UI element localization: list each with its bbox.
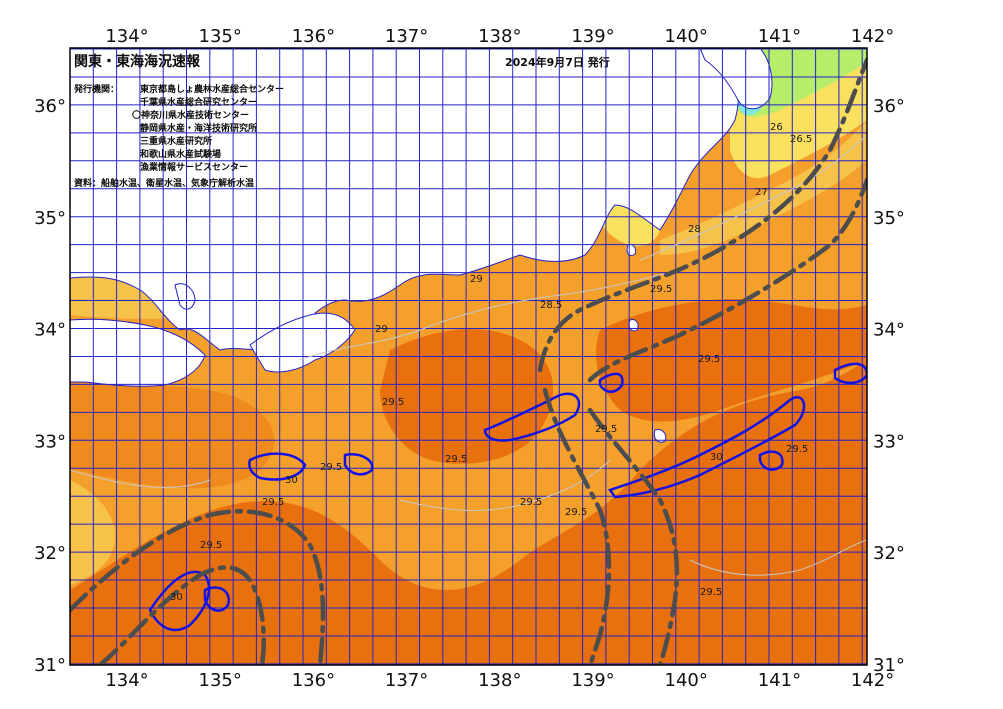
latitude-label: 31° [34, 655, 66, 676]
longitude-label: 140° [665, 670, 708, 691]
latitude-labels-left: 36° 35° 34° 33° 32° 31° [34, 96, 66, 676]
longitude-labels-bottom: 134° 135° 136° 137° 138° 139° 140° 141° 142° [105, 670, 894, 691]
warm-water-band-south [70, 360, 867, 665]
longitude-label: 137° [385, 670, 428, 691]
longitude-label: 134° [105, 670, 148, 691]
isotherm-label: 29.5 [382, 397, 404, 408]
latitude-label: 34° [34, 320, 66, 341]
isotherm-label: 29 [470, 274, 483, 285]
isotherm-label: 29.5 [262, 497, 284, 508]
longitude-label: 135° [199, 670, 242, 691]
isotherm-label: 29 [375, 324, 388, 335]
lat-lon-grid [70, 48, 867, 665]
cool-water-northeast [730, 55, 867, 179]
isotherm-label: 29.5 [445, 454, 467, 465]
isotherm-label: 29.5 [698, 354, 720, 365]
latitude-label: 32° [873, 543, 905, 564]
isotherm-label: 28.5 [540, 300, 562, 311]
isotherm-label: 30 [285, 475, 298, 486]
issuer-item: 静岡県水産・海洋技術研究所 [140, 122, 257, 134]
isotherm-label: 29.5 [200, 540, 222, 551]
longitude-label: 138° [478, 26, 521, 47]
latitude-label: 31° [873, 655, 905, 676]
isotherms-minor [70, 134, 867, 576]
latitude-label: 36° [34, 96, 66, 117]
map-area: 29.5 29.5 29.5 29.5 29.5 29.5 29.5 29.5 … [70, 48, 867, 665]
latitude-label: 36° [873, 96, 905, 117]
issuers-label: 発行機関： [73, 83, 119, 95]
isotherm-label: 29.5 [786, 444, 808, 455]
latitude-label: 34° [873, 320, 905, 341]
longitude-label: 138° [478, 670, 521, 691]
data-sources: 資料：船舶水温、衛星水温、気象庁解析水温 [74, 177, 254, 189]
longitude-label: 136° [292, 670, 335, 691]
longitude-label: 139° [571, 670, 614, 691]
issuer-item: 三重県水産研究所 [140, 135, 212, 147]
land-izu-oshima [626, 244, 636, 257]
latitude-labels-right: 36° 35° 34° 33° 32° 31° [873, 96, 905, 676]
isotherm-30 [148, 362, 867, 632]
isotherm-label: 29.5 [700, 587, 722, 598]
longitude-label: 142° [851, 670, 894, 691]
map-title: 関東・東海海況速報 [74, 53, 201, 70]
warm-water-patch-east [596, 299, 867, 422]
isotherm-label: 29.5 [595, 424, 617, 435]
longitude-labels-top: 134° 135° 136° 137° 138° 139° 140° 141° 142° [105, 26, 894, 47]
longitude-label: 137° [385, 26, 428, 47]
issuer-item: 〇神奈川県水産技術センター [132, 109, 249, 121]
longitude-label: 134° [105, 26, 148, 47]
cool-water-coastal [660, 120, 867, 255]
isotherm-labels: 29.5 29.5 29.5 29.5 29.5 29.5 29.5 29.5 … [170, 122, 812, 603]
issue-date: 2024年9月7日 発行 [505, 55, 610, 69]
isotherm-label: 26 [770, 122, 783, 133]
isotherm-label: 29.5 [650, 284, 672, 295]
land-miyake [628, 319, 639, 332]
isotherm-label: 28 [688, 224, 701, 235]
cool-water-west-coast [70, 480, 116, 585]
longitude-label: 141° [758, 670, 801, 691]
kuroshio-axis [70, 57, 867, 665]
land-awaji [174, 283, 196, 310]
isotherm-label: 27 [755, 187, 768, 198]
longitude-label: 135° [199, 26, 242, 47]
isotherm-label: 30 [710, 452, 723, 463]
land-honshu [70, 48, 740, 351]
longitude-label: 139° [571, 26, 614, 47]
isotherm-label: 29.5 [320, 462, 342, 473]
map-frame [69, 47, 868, 666]
latitude-label: 32° [34, 543, 66, 564]
isotherm-label: 29.5 [565, 507, 587, 518]
issuer-item: 東京都島しょ農林水産総合センター [140, 83, 284, 95]
issuer-list: 東京都島しょ農林水産総合センター 千葉県水産総合研究センター 〇神奈川県水産技術… [132, 83, 284, 173]
isotherm-label: 26.5 [790, 134, 812, 145]
land-hachijo [653, 429, 667, 443]
latitude-label: 33° [34, 431, 66, 452]
land-shikoku [70, 318, 206, 387]
longitude-label: 141° [758, 26, 801, 47]
issuer-item: 和歌山県水産試験場 [139, 148, 221, 160]
latitude-label: 35° [873, 208, 905, 229]
issuer-item: 千葉県水産総合研究センター [140, 96, 257, 108]
longitude-label: 136° [292, 26, 335, 47]
warm-water-patch-west [70, 380, 275, 489]
latitude-label: 35° [34, 208, 66, 229]
latitude-label: 33° [873, 431, 905, 452]
longitude-label: 142° [851, 26, 894, 47]
isotherm-label: 30 [170, 592, 183, 603]
issuer-item: 漁業情報サービスセンター [140, 161, 248, 173]
longitude-label: 140° [665, 26, 708, 47]
isotherm-label: 29.5 [520, 497, 542, 508]
